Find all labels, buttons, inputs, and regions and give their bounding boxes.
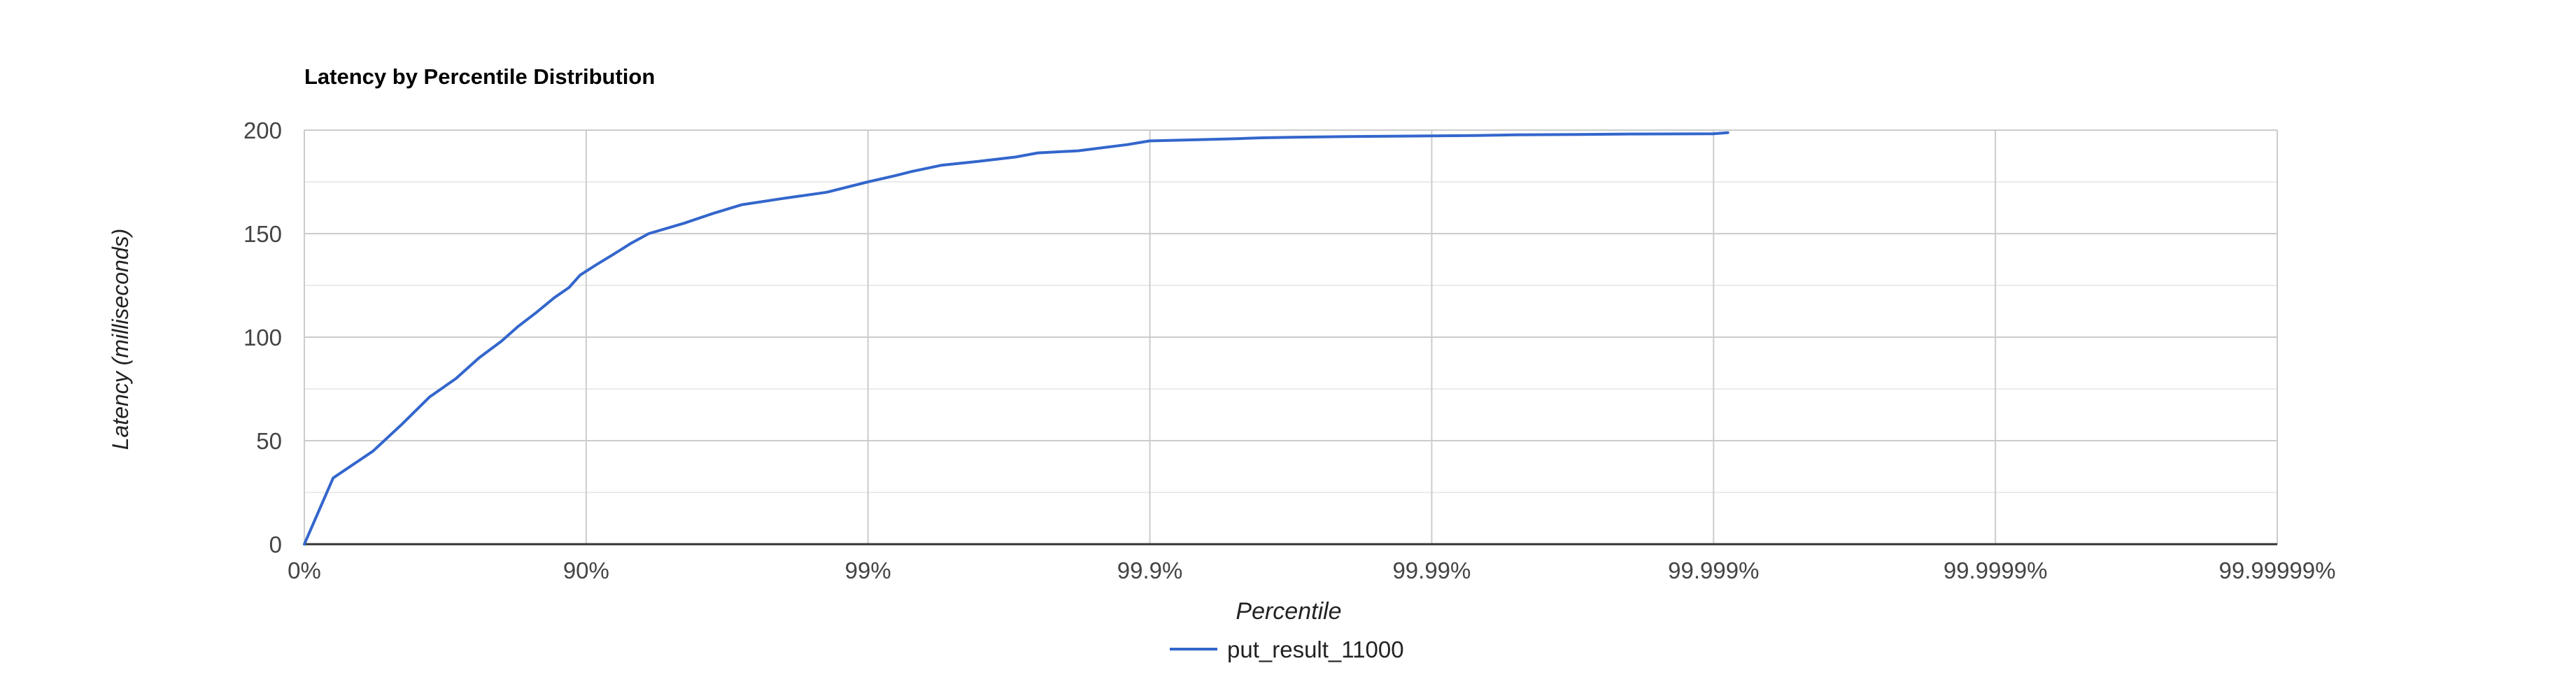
x-tick-label: 99.99% bbox=[1392, 557, 1471, 583]
legend: put_result_11000 bbox=[1170, 637, 1404, 662]
x-tick-label: 99.99999% bbox=[2219, 557, 2336, 583]
y-tick-label: 100 bbox=[243, 325, 282, 350]
legend-label: put_result_11000 bbox=[1227, 637, 1404, 662]
x-tick-label: 99.9% bbox=[1117, 557, 1183, 583]
y-tick-label: 150 bbox=[243, 221, 282, 247]
x-tick-label: 99.999% bbox=[1668, 557, 1759, 583]
x-tick-label: 90% bbox=[563, 557, 609, 583]
axes bbox=[304, 130, 2277, 546]
y-axis-title: Latency (milliseconds) bbox=[108, 229, 133, 450]
y-tick-label: 50 bbox=[256, 428, 282, 454]
tick-labels: 0 50 100 150 200 0% 90% 99% 99.9% 99.99% 99.999% 99… bbox=[243, 118, 2336, 583]
y-tick-label: 200 bbox=[243, 118, 282, 143]
series-line bbox=[303, 131, 1729, 546]
y-tick-label: 0 bbox=[269, 532, 282, 557]
grid-lines bbox=[304, 129, 2278, 544]
x-tick-label: 99.9999% bbox=[1944, 557, 2048, 583]
x-tick-label: 0% bbox=[288, 557, 321, 583]
series-lines bbox=[303, 131, 1729, 546]
x-tick-label: 99% bbox=[845, 557, 891, 583]
x-axis-title: Percentile bbox=[1236, 598, 1341, 625]
chart-title: Latency by Percentile Distribution bbox=[304, 64, 655, 89]
